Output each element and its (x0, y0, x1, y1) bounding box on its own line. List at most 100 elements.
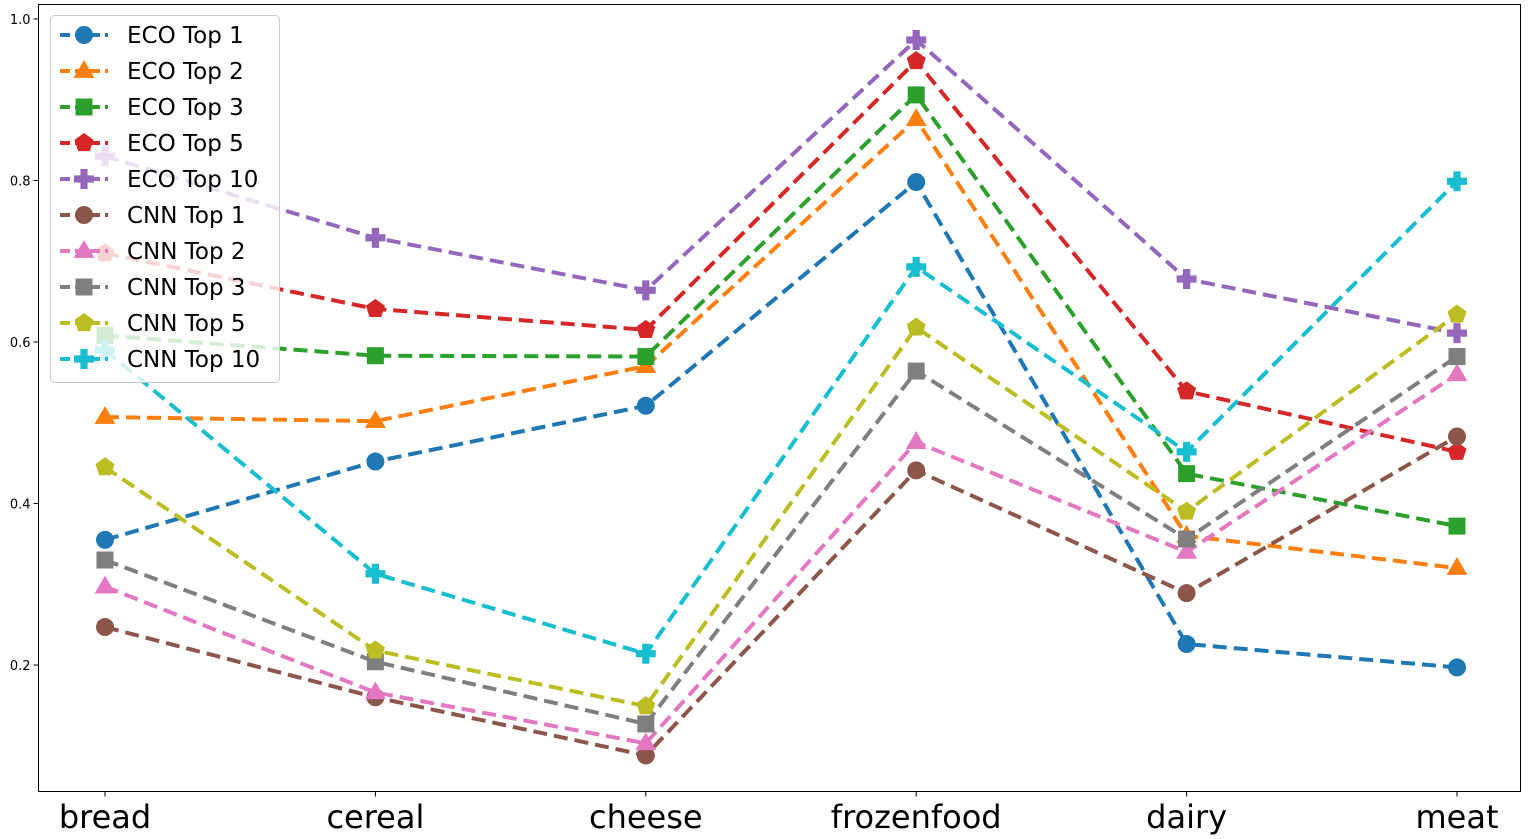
data-point-eco-top-5-cereal (365, 298, 385, 317)
series-eco-top-1 (96, 173, 1466, 677)
legend-marker-eco-top-10 (74, 169, 94, 189)
data-point-eco-top-10-cheese (635, 280, 656, 301)
legend-label: CNN Top 2 (127, 239, 246, 265)
series-line-eco-top-10 (104, 38, 1458, 336)
data-point-cnn-top-5-dairy (1177, 501, 1197, 520)
data-point-eco-top-3-cheese (637, 348, 655, 366)
data-point-eco-top-1-frozenfood (907, 173, 926, 192)
data-point-cnn-top-1-frozenfood (907, 461, 926, 480)
data-point-eco-top-10-frozenfood (906, 29, 927, 50)
data-point-eco-top-5-cheese (636, 319, 656, 338)
data-point-cnn-top-1-dairy (1177, 584, 1196, 603)
legend-label: ECO Top 1 (127, 23, 244, 49)
legend-entry-eco-top-2: ECO Top 2 (60, 59, 244, 85)
legend-marker-eco-top-5 (74, 133, 94, 152)
data-point-cnn-top-1-meat (1448, 427, 1466, 446)
series-cnn-top-1 (96, 427, 1466, 765)
data-point-eco-top-5-frozenfood (906, 50, 926, 70)
series-cnn-top-3 (96, 348, 1466, 733)
data-point-eco-top-5-meat (1447, 441, 1467, 460)
legend-entry-cnn-top-10: CNN Top 10 (60, 347, 260, 373)
legend-entry-cnn-top-2: CNN Top 2 (60, 239, 246, 265)
legend-entry-cnn-top-3: CNN Top 3 (60, 275, 246, 301)
data-point-cnn-top-3-frozenfood (907, 362, 925, 380)
data-point-eco-top-2-frozenfood (905, 108, 927, 126)
data-point-cnn-top-2-bread (94, 575, 116, 594)
x-tick-label-cereal: cereal (326, 798, 424, 836)
data-point-cnn-top-3-meat (1448, 348, 1466, 366)
x-tick-label-meat: meat (1415, 798, 1498, 836)
series-line-cnn-top-1 (104, 434, 1459, 758)
data-point-cnn-top-2-cheese (635, 732, 657, 751)
series-line-cnn-top-5 (103, 312, 1459, 709)
data-point-eco-top-1-cheese (636, 396, 655, 415)
series-eco-top-2 (94, 108, 1468, 575)
data-point-cnn-top-10-cheese (635, 643, 656, 664)
legend-marker-cnn-top-10 (74, 349, 94, 369)
data-point-cnn-top-2-frozenfood (905, 431, 927, 449)
legend-label: ECO Top 2 (127, 59, 244, 85)
series-line-eco-top-5 (104, 58, 1458, 454)
y-tick-label: 1.0 (10, 13, 31, 28)
legend-entry-cnn-top-1: CNN Top 1 (60, 203, 246, 229)
y-tick-label: 0.8 (10, 175, 31, 190)
legend-marker-cnn-top-2 (73, 240, 95, 258)
x-axis: bread cereal cheese frozenfood dairy meat (59, 791, 1499, 836)
y-tick-label: 0.2 (10, 659, 31, 674)
series-eco-top-10 (95, 29, 1467, 344)
data-point-eco-top-2-cereal (364, 410, 386, 428)
data-point-cnn-top-1-cheese (636, 746, 655, 765)
y-tick-label: 0.6 (10, 336, 31, 351)
data-point-cnn-top-2-dairy (1176, 540, 1198, 559)
legend-marker-eco-top-2 (73, 60, 95, 78)
data-point-eco-top-10-meat (1447, 323, 1467, 344)
legend-entry-eco-top-1: ECO Top 1 (60, 23, 244, 49)
data-point-cnn-top-3-cheese (637, 715, 655, 733)
x-tick-label-bread: bread (59, 798, 151, 836)
legend-label: ECO Top 10 (127, 167, 258, 193)
legend-label: ECO Top 3 (127, 95, 244, 121)
data-point-eco-top-2-bread (94, 406, 116, 424)
legend-entry-eco-top-3: ECO Top 3 (60, 95, 244, 121)
data-point-cnn-top-2-meat (1446, 363, 1468, 382)
data-point-cnn-top-10-dairy (1176, 441, 1197, 462)
data-point-eco-top-1-dairy (1177, 635, 1196, 654)
legend-entry-eco-top-5: ECO Top 5 (60, 131, 244, 157)
data-point-cnn-top-5-bread (95, 457, 115, 476)
series-line-eco-top-2 (104, 117, 1458, 571)
legend-marker-cnn-top-3 (75, 278, 93, 296)
legend-marker-eco-top-3 (75, 98, 93, 116)
legend-label: ECO Top 5 (127, 131, 244, 157)
data-point-cnn-top-5-frozenfood (906, 317, 926, 336)
data-point-eco-top-1-cereal (366, 452, 385, 471)
series-cnn-top-5 (95, 304, 1467, 715)
plot-frame (38, 4, 1521, 792)
legend-entry-cnn-top-5: CNN Top 5 (60, 311, 246, 337)
data-point-eco-top-3-dairy (1178, 465, 1196, 483)
data-point-cnn-top-5-meat (1447, 304, 1467, 323)
y-axis: 0.2 0.4 0.6 0.8 1.0 (10, 13, 39, 674)
data-point-cnn-top-10-cereal (365, 563, 386, 584)
data-point-eco-top-10-dairy (1176, 269, 1197, 290)
data-point-eco-top-3-cereal (366, 347, 384, 365)
legend-marker-cnn-top-5 (74, 313, 94, 332)
series-eco-top-3 (96, 86, 1466, 535)
series-line-eco-top-1 (104, 180, 1458, 670)
x-tick-label-frozenfood: frozenfood (831, 798, 1002, 836)
legend-label: CNN Top 10 (127, 347, 260, 373)
series-line-eco-top-3 (104, 92, 1458, 529)
data-point-eco-top-3-meat (1448, 517, 1466, 535)
data-point-cnn-top-3-bread (96, 551, 114, 569)
legend-label: CNN Top 5 (127, 311, 246, 337)
legend: ECO Top 1 ECO Top 2 ECO Top 3 ECO Top 5 ECO … (50, 15, 280, 383)
series-line-cnn-top-2 (104, 372, 1459, 746)
legend-label: CNN Top 1 (127, 203, 246, 229)
x-tick-label-dairy: dairy (1146, 798, 1227, 836)
series-eco-top-5 (95, 50, 1467, 460)
series-line-cnn-top-10 (103, 179, 1459, 656)
data-point-cnn-top-5-cheese (636, 696, 656, 715)
legend-entry-eco-top-10: ECO Top 10 (60, 167, 258, 193)
data-point-cnn-top-10-frozenfood (906, 256, 927, 277)
data-point-cnn-top-3-dairy (1178, 530, 1196, 548)
